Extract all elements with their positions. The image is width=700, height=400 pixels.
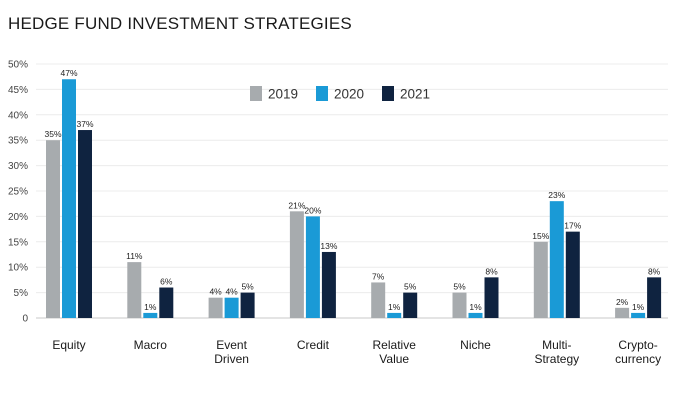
y-tick-label: 50%	[8, 60, 28, 71]
bar	[159, 287, 174, 318]
bar-value-label: 13%	[320, 241, 337, 251]
bar-value-label: 1%	[388, 302, 401, 312]
bar-value-label: 5%	[404, 282, 417, 292]
bar-value-label: 11%	[126, 251, 143, 261]
bar-value-label: 8%	[485, 266, 498, 276]
bar-value-label: 2%	[616, 297, 629, 307]
chart-title: HEDGE FUND INVESTMENT STRATEGIES	[8, 14, 352, 33]
bar	[484, 277, 499, 318]
bar-value-label: 8%	[648, 266, 661, 276]
legend-label: 2019	[268, 87, 298, 102]
bar	[143, 312, 158, 318]
y-tick-label: 0	[22, 314, 28, 325]
y-tick-label: 45%	[8, 85, 28, 96]
category-label-line: Event	[216, 338, 247, 352]
bar-value-label: 7%	[372, 271, 385, 281]
y-tick-label: 35%	[8, 136, 28, 147]
bar	[208, 297, 223, 318]
bar	[224, 297, 239, 318]
bar	[46, 140, 60, 318]
bar	[371, 282, 386, 318]
category-label: Macro	[134, 338, 168, 352]
legend-swatch	[250, 86, 262, 101]
y-tick-label: 5%	[14, 288, 29, 299]
category-label-line: Relative	[373, 338, 417, 352]
y-tick-label: 30%	[8, 161, 28, 172]
category-label-line: Crypto-	[618, 338, 657, 352]
y-tick-label: 15%	[8, 237, 28, 248]
category-label-line: Credit	[297, 338, 330, 352]
bar	[647, 277, 662, 318]
bar-value-label: 15%	[532, 231, 549, 241]
category-label-line: Strategy	[534, 352, 579, 366]
category-label: Equity	[52, 338, 85, 352]
bar	[615, 307, 630, 318]
bar-value-label: 21%	[288, 200, 305, 210]
category-label: Credit	[297, 338, 330, 352]
bar	[631, 312, 646, 318]
category-label-line: currency	[615, 352, 661, 366]
bar-value-label: 20%	[304, 205, 321, 215]
bar-value-label: 4%	[225, 287, 238, 297]
bar	[289, 211, 304, 318]
category-label-line: Macro	[134, 338, 168, 352]
bar	[468, 312, 483, 318]
bar	[78, 130, 92, 318]
y-tick-label: 20%	[8, 212, 28, 223]
bar	[62, 79, 76, 319]
category-label: Event Driven	[214, 338, 249, 366]
bar-value-label: 23%	[548, 190, 565, 200]
bar	[387, 312, 402, 318]
bar-value-label: 17%	[564, 221, 581, 231]
bar	[549, 201, 564, 318]
bar-value-label: 1%	[144, 302, 157, 312]
bar	[240, 292, 255, 318]
category-label: Niche	[460, 338, 491, 352]
category-label-line: Equity	[52, 338, 85, 352]
bar-value-label: 37%	[76, 119, 93, 129]
bar	[127, 262, 142, 318]
bar-value-label: 35%	[44, 129, 61, 139]
bar-value-label: 47%	[60, 68, 77, 78]
y-tick-label: 25%	[8, 187, 28, 198]
bar	[565, 231, 580, 318]
legend-label: 2021	[400, 87, 430, 102]
y-tick-label: 10%	[8, 263, 28, 274]
legend-swatch	[382, 86, 394, 101]
legend-label: 2020	[334, 87, 364, 102]
bar	[403, 292, 418, 318]
bar-value-label: 5%	[453, 282, 466, 292]
bar-value-label: 4%	[209, 287, 222, 297]
category-label-line: Multi-	[542, 338, 571, 352]
category-label: Relative Value	[373, 338, 417, 366]
category-label-line: Value	[379, 352, 409, 366]
bar	[533, 241, 548, 318]
bar-value-label: 1%	[469, 302, 482, 312]
bar-value-label: 5%	[241, 282, 254, 292]
y-tick-label: 40%	[8, 110, 28, 121]
category-label: Multi-Strategy	[534, 338, 579, 366]
category-label-line: Niche	[460, 338, 491, 352]
category-label: Crypto-currency	[615, 338, 661, 366]
bar	[305, 216, 320, 318]
legend-swatch	[316, 86, 328, 101]
bar-value-label: 6%	[160, 277, 173, 287]
bar-value-label: 1%	[632, 302, 645, 312]
bar	[321, 251, 336, 318]
category-label-line: Driven	[214, 352, 249, 366]
bar	[452, 292, 467, 318]
